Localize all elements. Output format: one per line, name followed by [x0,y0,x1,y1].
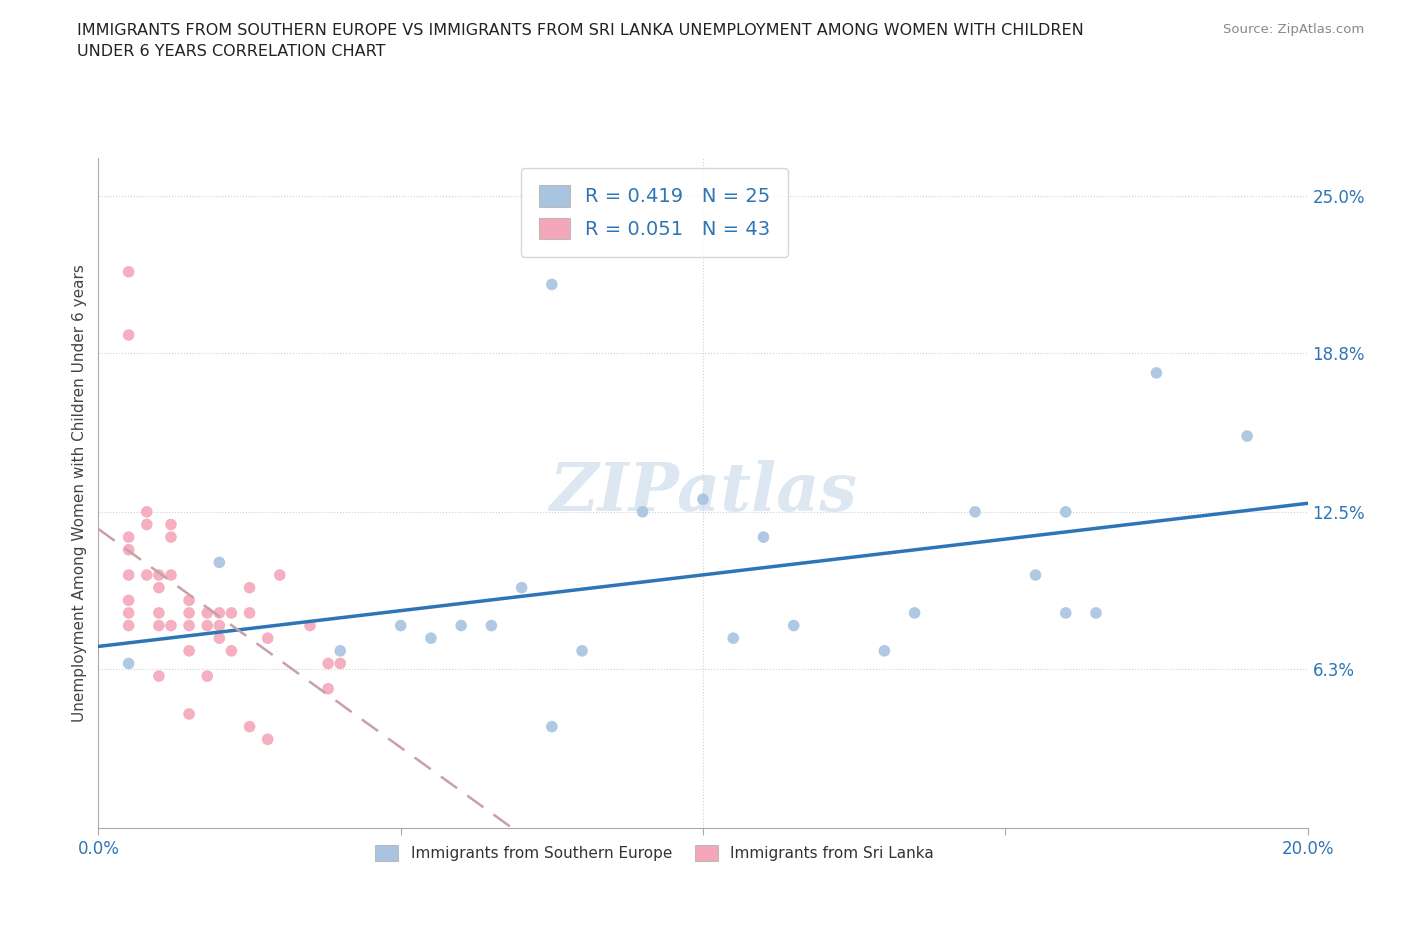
Point [723,631,745,645]
Point [160,618,183,633]
Point [256,631,278,645]
Point [160,530,183,545]
Point [135,504,157,519]
Point [269,567,291,582]
Y-axis label: Unemployment Among Women with Children Under 6 years: Unemployment Among Women with Children U… [72,264,87,722]
Text: ZIPatlas: ZIPatlas [550,460,856,525]
Point [329,656,352,671]
Point [208,605,231,620]
Text: Source: ZipAtlas.com: Source: ZipAtlas.com [1223,23,1364,36]
Point [239,719,262,734]
Point [571,644,593,658]
Point [148,605,170,620]
Point [118,618,141,633]
Point [179,707,201,722]
Point [221,605,243,620]
Point [239,580,262,595]
Point [752,530,775,545]
Point [160,517,183,532]
Point [148,669,170,684]
Point [420,631,443,645]
Point [118,605,141,620]
Point [208,618,231,633]
Point [118,567,141,582]
Point [1085,605,1108,620]
Point [195,605,218,620]
Point [208,555,231,570]
Text: IMMIGRANTS FROM SOUTHERN EUROPE VS IMMIGRANTS FROM SRI LANKA UNEMPLOYMENT AMONG : IMMIGRANTS FROM SOUTHERN EUROPE VS IMMIG… [77,23,1084,60]
Point [118,592,141,607]
Point [1236,429,1258,444]
Point [135,567,157,582]
Point [195,618,218,633]
Point [160,567,183,582]
Point [179,644,201,658]
Point [316,682,339,697]
Point [118,656,141,671]
Point [135,517,157,532]
Point [631,504,654,519]
Point [481,618,503,633]
Point [239,605,262,620]
Point [904,605,927,620]
Point [540,719,562,734]
Point [450,618,472,633]
Point [148,618,170,633]
Point [316,656,339,671]
Point [148,567,170,582]
Point [118,530,141,545]
Point [299,618,322,633]
Point [118,542,141,557]
Point [965,504,987,519]
Point [208,631,231,645]
Point [195,669,218,684]
Point [118,264,141,279]
Point [1054,605,1077,620]
Point [873,644,896,658]
Point [692,492,714,507]
Point [256,732,278,747]
Legend: Immigrants from Southern Europe, Immigrants from Sri Lanka: Immigrants from Southern Europe, Immigra… [363,833,946,873]
Point [329,644,352,658]
Point [148,580,170,595]
Point [179,618,201,633]
Point [221,644,243,658]
Point [540,277,562,292]
Point [389,618,412,633]
Point [510,580,533,595]
Point [179,592,201,607]
Point [179,605,201,620]
Point [783,618,806,633]
Point [1054,504,1077,519]
Point [118,327,141,342]
Point [1024,567,1046,582]
Point [1144,365,1167,380]
